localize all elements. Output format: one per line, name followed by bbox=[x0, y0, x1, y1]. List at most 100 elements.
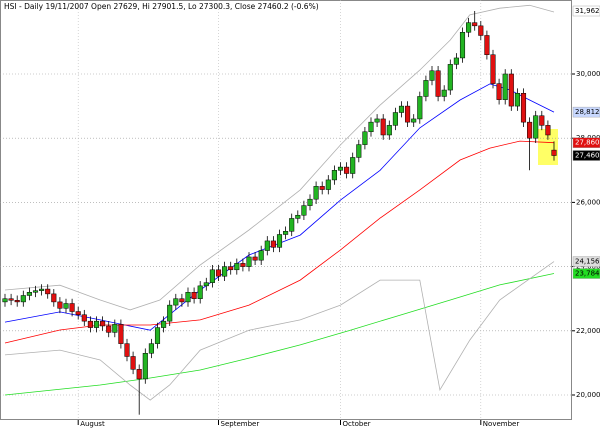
price-tag bbox=[572, 256, 600, 267]
candle-body bbox=[130, 356, 136, 370]
price-tag-label: 24,156.3 bbox=[575, 258, 600, 266]
candle-body bbox=[118, 324, 124, 344]
candle-body bbox=[527, 121, 533, 139]
grid bbox=[0, 0, 572, 420]
candle-body bbox=[81, 314, 87, 322]
candle-body bbox=[307, 198, 313, 206]
candle-body bbox=[75, 311, 81, 315]
x-tick-label: August bbox=[80, 420, 105, 428]
candle-body bbox=[429, 70, 435, 81]
candle-body bbox=[459, 32, 466, 59]
plot-frame bbox=[0, 0, 572, 420]
candle-body bbox=[539, 115, 545, 126]
candle-body bbox=[209, 269, 215, 283]
candle-body bbox=[258, 250, 264, 261]
candle-body bbox=[20, 295, 26, 303]
candle-body bbox=[246, 256, 252, 267]
candle-body bbox=[514, 93, 520, 107]
candle-body bbox=[545, 125, 551, 136]
candle-body bbox=[386, 125, 392, 136]
candle-body bbox=[264, 240, 270, 251]
candle-body bbox=[319, 186, 325, 190]
candle-body bbox=[100, 320, 106, 327]
candle-body bbox=[435, 70, 441, 97]
candle-body bbox=[417, 96, 423, 120]
price-tag-label: 31,962.1 bbox=[575, 7, 600, 15]
candle-body bbox=[325, 179, 331, 190]
candle-body bbox=[344, 166, 350, 174]
price-tag bbox=[572, 268, 600, 279]
candle-body bbox=[356, 144, 362, 158]
overlay-line bbox=[4, 273, 555, 396]
candle-body bbox=[57, 301, 63, 309]
candle-body bbox=[490, 54, 496, 84]
candle-body bbox=[362, 131, 368, 145]
candle-body bbox=[203, 282, 209, 287]
candle-body bbox=[398, 105, 405, 113]
candle-body bbox=[392, 112, 398, 126]
candle-body bbox=[240, 263, 246, 267]
candle-body bbox=[14, 300, 20, 303]
candle-body bbox=[289, 218, 295, 232]
candle-body bbox=[313, 186, 319, 200]
candle-body bbox=[148, 343, 154, 354]
candle-body bbox=[167, 304, 173, 322]
candle-body bbox=[173, 298, 179, 306]
price-tag bbox=[572, 150, 600, 161]
candle-body bbox=[484, 35, 490, 55]
candle-body bbox=[337, 166, 344, 171]
candle-body bbox=[179, 298, 185, 303]
candle-body bbox=[368, 121, 374, 133]
candle-body bbox=[496, 83, 502, 100]
price-tag-label: 27,460.2 bbox=[575, 152, 600, 160]
candle-body bbox=[533, 115, 539, 139]
candle-body bbox=[26, 292, 32, 296]
x-tick-label: October bbox=[343, 420, 371, 428]
candle-body bbox=[441, 89, 447, 97]
candle-body bbox=[380, 118, 386, 136]
y-tick-label: 20,000 bbox=[576, 391, 600, 399]
price-tag bbox=[572, 106, 600, 118]
x-tick-label: September bbox=[221, 420, 260, 428]
candle-body bbox=[51, 293, 57, 303]
candle-body bbox=[252, 256, 258, 261]
candle-body bbox=[466, 22, 472, 33]
overlay-line bbox=[4, 4, 555, 311]
candle-body bbox=[276, 234, 283, 248]
candle-body bbox=[106, 325, 112, 333]
y-tick-label: 22,000 bbox=[576, 327, 600, 335]
candle-body bbox=[350, 157, 356, 174]
candle-body bbox=[405, 105, 411, 123]
candle-body bbox=[112, 324, 118, 333]
candle-body bbox=[161, 320, 167, 328]
price-tag bbox=[572, 137, 600, 148]
candle-body bbox=[478, 25, 484, 36]
candle-body bbox=[197, 285, 203, 299]
price-tag bbox=[572, 5, 600, 17]
candle-body bbox=[87, 320, 93, 328]
candle-body bbox=[222, 266, 228, 277]
candle-body bbox=[472, 22, 478, 27]
candle-body bbox=[2, 298, 8, 303]
y-tick-label: 26,000 bbox=[576, 198, 600, 206]
candle-body bbox=[154, 327, 161, 344]
candle-body bbox=[508, 73, 514, 107]
candle-body bbox=[32, 290, 39, 293]
candle-body bbox=[45, 288, 51, 295]
candle-body bbox=[142, 353, 148, 380]
price-tag-label: 27,860.5 bbox=[575, 139, 600, 147]
candle-body bbox=[502, 73, 508, 100]
price-tag-label: 28,812.5 bbox=[575, 108, 600, 116]
candle-body bbox=[69, 303, 75, 312]
candle-body bbox=[301, 205, 307, 216]
candle-body bbox=[374, 118, 380, 123]
candle-body bbox=[453, 57, 459, 65]
candle-body bbox=[447, 64, 453, 91]
candle-body bbox=[270, 240, 276, 248]
overlay-line bbox=[4, 261, 555, 401]
candle-body bbox=[423, 80, 429, 97]
candle-body bbox=[124, 343, 130, 357]
candle-body bbox=[551, 149, 557, 156]
candle-body bbox=[234, 263, 240, 271]
